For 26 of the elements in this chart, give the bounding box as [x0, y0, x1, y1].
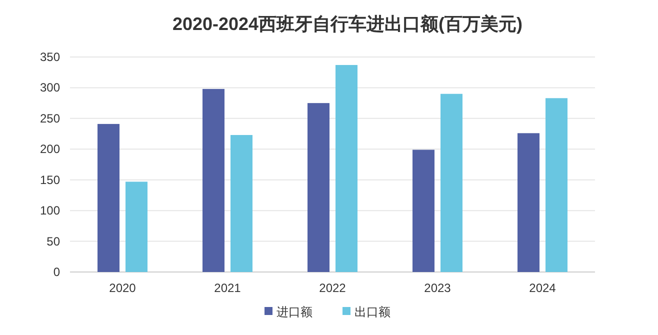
bar — [308, 103, 330, 272]
y-tick-label: 300 — [40, 80, 60, 95]
bar — [518, 133, 540, 272]
bar — [336, 64, 358, 272]
bar — [546, 98, 568, 272]
x-tick-label: 2024 — [529, 281, 556, 295]
y-tick-label: 150 — [40, 172, 60, 187]
bar — [126, 182, 148, 272]
bar — [98, 124, 120, 272]
x-tick-label: 2021 — [214, 281, 242, 295]
legend-label: 进口额 — [276, 305, 312, 319]
y-tick-label: 350 — [40, 50, 60, 64]
bar — [202, 88, 224, 272]
y-tick-label: 0 — [53, 265, 60, 279]
x-tick-label: 2022 — [319, 281, 346, 295]
y-tick-label: 250 — [40, 111, 60, 126]
y-tick-label: 50 — [46, 234, 60, 248]
y-tick-label: 200 — [40, 142, 60, 156]
x-tick-label: 2020 — [109, 281, 136, 295]
bar — [440, 94, 462, 272]
bar — [230, 135, 252, 272]
legend-label: 出口额 — [354, 305, 390, 319]
bar — [412, 150, 434, 272]
y-tick-label: 100 — [40, 204, 60, 218]
chart-title: 2020-2024西班牙自行车进出口额(百万美元) — [172, 14, 523, 34]
x-tick-label: 2023 — [424, 281, 452, 295]
